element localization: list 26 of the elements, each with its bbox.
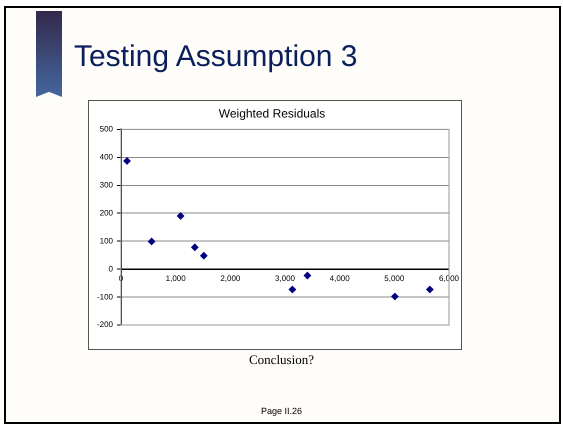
y-tick-label: 0 — [108, 264, 114, 274]
point — [123, 157, 131, 165]
chart-subtitle: Weighted Residuals — [218, 106, 326, 121]
point — [426, 286, 434, 294]
y-tick-label: 100 — [100, 236, 114, 246]
y-tick-label: 500 — [100, 124, 114, 134]
point — [148, 238, 156, 246]
text: Conclusion? — [248, 352, 315, 368]
y-tick-label: 400 — [100, 152, 114, 162]
text: Page II.26 — [260, 406, 304, 416]
point — [288, 286, 296, 294]
point — [304, 272, 312, 280]
x-tick-label: 1,000 — [166, 274, 186, 284]
y-tick-label: -200 — [96, 320, 114, 330]
point — [176, 212, 184, 220]
x-tick-label: 4,000 — [330, 274, 350, 284]
y-tick-label: -100 — [96, 292, 114, 302]
x-tick-label: 3,000 — [274, 274, 296, 284]
y-tick-label: 300 — [100, 180, 114, 190]
point — [391, 292, 399, 300]
x-tick-label: 5,000 — [384, 274, 405, 284]
x-tick-label: 2,000 — [220, 274, 241, 284]
point — [191, 244, 199, 252]
chart-title: Testing Assumption 3 — [74, 40, 358, 74]
point — [200, 252, 208, 260]
y-tick-label: 200 — [100, 208, 114, 218]
